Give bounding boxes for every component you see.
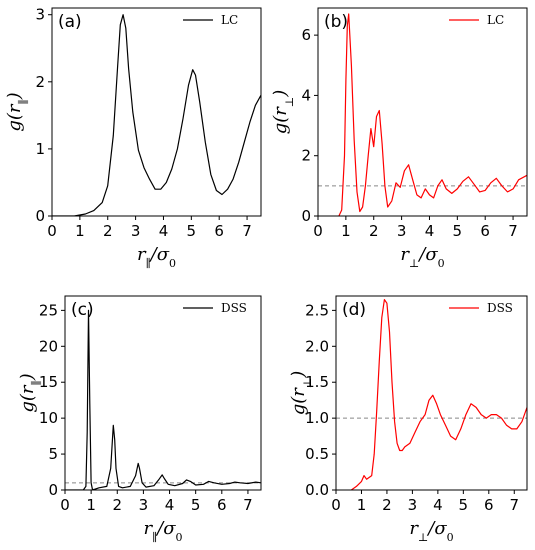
y-tick-label: 0: [301, 207, 311, 225]
x-tick-label: 2: [382, 496, 392, 514]
panel-d: 0 1 2 3 4 5 6 7 0.0 0.5 1.0 1.5 2.0 2.5 r⊥/σ0 g(r⊥) (d) D…: [288, 295, 528, 544]
x-tick-label: 5: [191, 496, 201, 514]
axes-frame: [51, 7, 262, 217]
x-tick-label: 6: [214, 222, 224, 240]
x-tick-label: 0: [60, 496, 70, 514]
x-tick-label: 6: [480, 222, 490, 240]
y-tick-label: 2: [301, 147, 311, 165]
legend-label: DSS: [221, 301, 247, 315]
x-tick-label: 5: [187, 222, 197, 240]
y-tick-label: 5: [48, 445, 58, 463]
x-axis-label: r⊥/σ0: [409, 518, 453, 544]
y-tick-label: 2.0: [305, 337, 329, 355]
x-tick-label: 4: [159, 222, 169, 240]
x-tick-label: 7: [508, 222, 518, 240]
y-tick-label: 3: [35, 6, 45, 24]
legend: DSS: [183, 301, 247, 315]
legend-label: LC: [487, 13, 504, 27]
axes-frame: [64, 295, 262, 491]
y-tick-label: 0: [48, 481, 58, 499]
x-tick-label: 3: [131, 222, 141, 240]
legend-label: LC: [221, 13, 238, 27]
y-tick-label: 2.5: [305, 301, 329, 319]
x-tick-label: 7: [242, 222, 252, 240]
series-line-d: [350, 299, 527, 490]
x-tick-label: 3: [139, 496, 149, 514]
x-tick-label: 1: [357, 496, 367, 514]
x-tick-label: 4: [433, 496, 443, 514]
legend-label: DSS: [487, 301, 513, 315]
x-tick-label: 2: [112, 496, 122, 514]
panel-label: (d): [342, 300, 366, 320]
x-tick-label: 5: [453, 222, 463, 240]
panel-label: (b): [324, 12, 348, 32]
series-line-b: [338, 13, 527, 216]
y-tick-label: 2: [35, 73, 45, 91]
x-tick-label: 1: [86, 496, 96, 514]
y-tick-label: 4: [301, 86, 311, 104]
x-tick-label: 5: [459, 496, 469, 514]
y-tick-label: 6: [301, 26, 311, 44]
series-line-c: [65, 309, 261, 490]
panel-label: (a): [58, 12, 82, 32]
y-tick-label: 0.0: [305, 481, 329, 499]
x-tick-label: 1: [341, 222, 351, 240]
y-axis-label: g(r⊥): [288, 371, 314, 416]
panel-label: (c): [71, 300, 94, 320]
y-tick-label: 1.5: [305, 373, 329, 391]
axes-frame: [335, 295, 528, 491]
legend: LC: [183, 13, 238, 27]
x-tick-label: 2: [369, 222, 379, 240]
legend: LC: [449, 13, 504, 27]
y-axis-label: g(r⊥): [270, 90, 296, 135]
y-tick-label: 15: [39, 373, 58, 391]
x-tick-label: 0: [331, 496, 341, 514]
y-tick-label: 25: [39, 301, 58, 319]
x-tick-label: 7: [243, 496, 253, 514]
x-tick-label: 1: [75, 222, 85, 240]
y-axis-label: g(r∥): [17, 373, 43, 412]
y-tick-label: 0.5: [305, 445, 329, 463]
x-tick-label: 4: [165, 496, 175, 514]
y-tick-label: 0: [35, 207, 45, 225]
x-tick-label: 7: [509, 496, 519, 514]
axes-frame: [317, 7, 528, 217]
y-tick-label: 10: [39, 409, 58, 427]
x-tick-label: 0: [313, 222, 323, 240]
x-tick-label: 2: [103, 222, 113, 240]
x-tick-label: 4: [425, 222, 435, 240]
x-tick-label: 3: [408, 496, 418, 514]
x-tick-label: 6: [484, 496, 494, 514]
series-line-a: [52, 14, 261, 216]
y-tick-label: 20: [39, 337, 58, 355]
y-tick-label: 1: [35, 140, 45, 158]
legend: DSS: [449, 301, 513, 315]
x-tick-label: 6: [217, 496, 227, 514]
x-axis-label: r∥/σ0: [143, 518, 182, 544]
x-axis-label: r⊥/σ0: [400, 244, 444, 270]
y-axis-label: g(r∥): [4, 92, 30, 131]
y-tick-label: 1.0: [305, 409, 329, 427]
x-tick-label: 3: [397, 222, 407, 240]
x-tick-label: 0: [47, 222, 57, 240]
x-axis-label: r∥/σ0: [137, 244, 176, 270]
